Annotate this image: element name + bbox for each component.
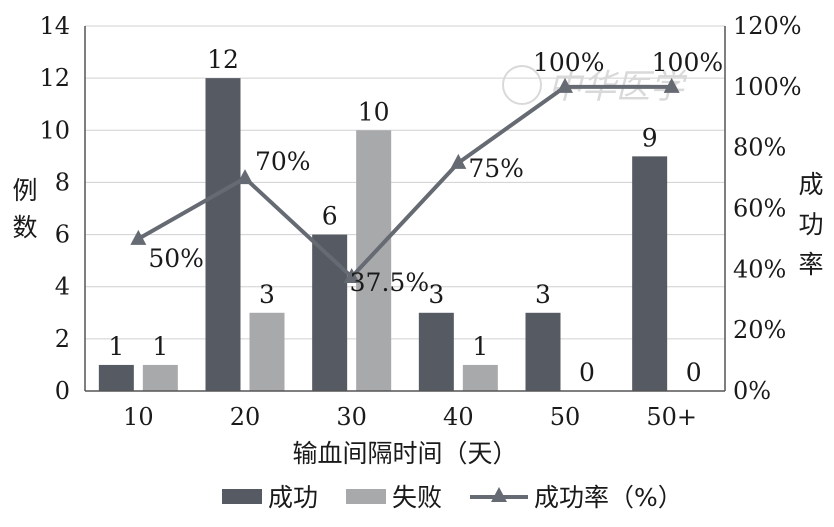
- axes: [84, 26, 726, 392]
- bar-success: [418, 312, 454, 391]
- bar-label-success: 12: [207, 45, 239, 74]
- y-tick-label: 8: [55, 168, 70, 196]
- y-tick-label: 4: [55, 273, 70, 301]
- legend: 成功 失败 成功率（%）: [222, 483, 683, 512]
- x-tick-label: 40: [443, 403, 474, 431]
- y-tick-label: 6: [55, 221, 70, 249]
- rate-marker-triangle: [450, 153, 467, 169]
- bars: [98, 78, 668, 392]
- rate-marker-triangle: [663, 77, 680, 93]
- y-tick-label: 14: [39, 12, 70, 40]
- rate-label: 100%: [533, 48, 604, 77]
- bar-label-failure: 0: [579, 358, 595, 387]
- x-tick-label: 30: [336, 403, 367, 431]
- bar-label-success: 1: [108, 332, 124, 361]
- legend-swatch-success: [222, 489, 262, 504]
- legend-triangle-icon: [491, 487, 507, 502]
- x-tick-label: 50+: [646, 403, 697, 431]
- y2-tick-label: 20%: [733, 316, 786, 344]
- y-axis-title-char: 数: [12, 213, 37, 242]
- y-tick-label: 2: [55, 325, 70, 353]
- legend-label-success: 成功: [268, 483, 318, 512]
- bar-label-success: 9: [642, 123, 658, 152]
- y2-tick-label: 120%: [733, 12, 802, 40]
- bar-label-success: 3: [428, 280, 444, 309]
- bar-failure: [142, 364, 178, 391]
- y-axis-title-char: 例: [12, 176, 37, 205]
- bar-success: [525, 312, 561, 391]
- y2-axis-title-char: 率: [798, 250, 823, 279]
- watermark-seal-icon: [502, 65, 542, 105]
- rate-marker-triangle: [237, 169, 253, 185]
- bar-label-failure: 1: [152, 332, 168, 361]
- rate-marker-triangle: [557, 77, 573, 93]
- y2-axis-title-char: 功: [798, 210, 823, 239]
- y-axis-title: 例数: [12, 176, 37, 242]
- bar-failure: [249, 312, 285, 391]
- rate-label: 37.5%: [350, 268, 429, 297]
- y-tick-label: 10: [39, 116, 70, 144]
- x-tick-label: 50: [550, 403, 581, 431]
- success-rate-line: [130, 77, 680, 283]
- y2-axis-title: 成功率: [798, 170, 823, 279]
- y2-axis-title-char: 成: [798, 170, 823, 199]
- y2-tick-label: 60%: [733, 195, 786, 223]
- rate-marker-triangle: [343, 267, 360, 283]
- bar-label-failure: 1: [472, 332, 488, 361]
- bar-label-success: 3: [535, 280, 551, 309]
- y-tick-label: 0: [55, 377, 70, 405]
- x-tick-label: 10: [123, 403, 154, 431]
- rate-label: 50%: [148, 244, 204, 273]
- bar-failure: [462, 364, 498, 391]
- bar-label-failure: 10: [358, 97, 390, 126]
- bar-failure: [356, 130, 392, 392]
- rate-label: 70%: [255, 147, 311, 176]
- rate-label: 75%: [468, 154, 524, 183]
- y2-tick-label: 80%: [733, 134, 786, 162]
- x-axis-title: 输血间隔时间（天）: [292, 439, 517, 468]
- bar-success: [98, 364, 134, 391]
- y2-tick-label: 0%: [733, 377, 771, 405]
- legend-label-failure: 失败: [392, 483, 442, 512]
- legend-label-rate: 成功率（%）: [534, 483, 683, 512]
- y2-tick-label: 100%: [733, 73, 802, 101]
- rate-label: 100%: [652, 48, 723, 77]
- bar-label-success: 6: [322, 202, 338, 231]
- rate-marker-triangle: [130, 229, 147, 245]
- bar-success: [205, 78, 241, 392]
- bar-success: [632, 156, 668, 391]
- bar-label-failure: 0: [686, 358, 702, 387]
- gridlines: [85, 25, 725, 340]
- y2-tick-label: 40%: [733, 255, 786, 283]
- y-tick-label: 12: [39, 64, 70, 92]
- legend-swatch-failure: [346, 489, 386, 504]
- x-tick-label: 20: [230, 403, 261, 431]
- bar-success: [312, 234, 348, 391]
- rate-line: [137, 84, 672, 279]
- bar-label-failure: 3: [259, 280, 275, 309]
